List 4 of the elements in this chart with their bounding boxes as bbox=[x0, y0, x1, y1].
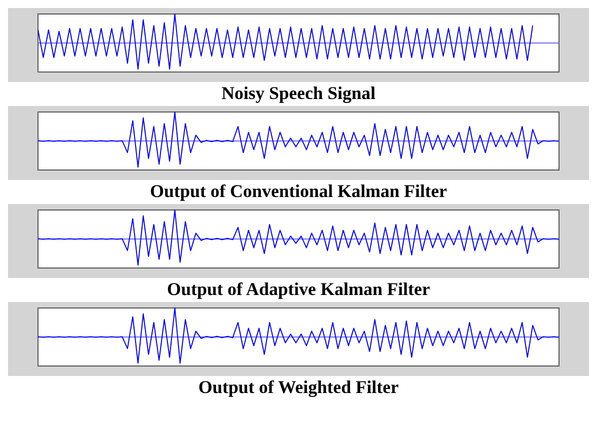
text: Output of Weighted Filter bbox=[197, 376, 400, 399]
text: Output of Adaptive Kalman Filter bbox=[166, 278, 431, 301]
text: Output of Conventional Kalman Filter bbox=[148, 180, 448, 203]
text: Noisy Speech Signal bbox=[220, 82, 377, 105]
